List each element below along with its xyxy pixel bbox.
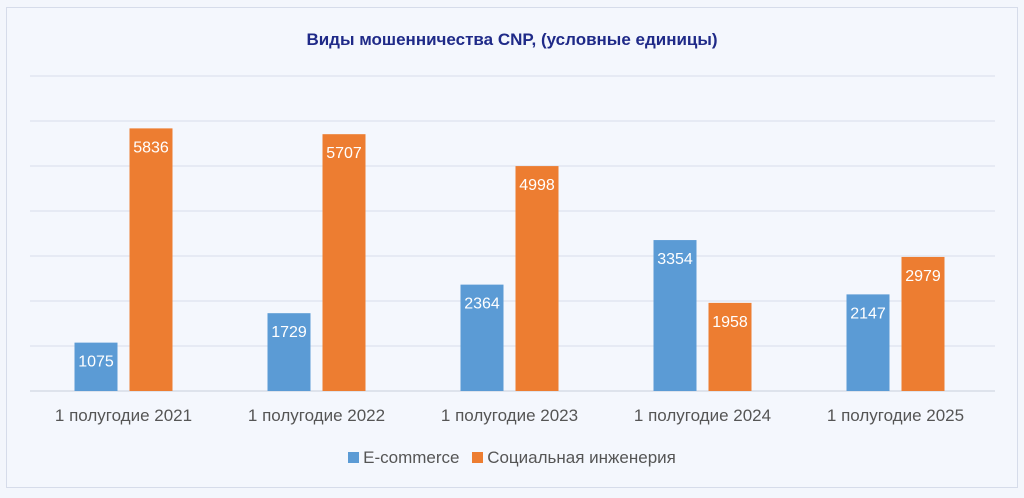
legend-item-social-engineering: Социальная инженерия — [472, 448, 676, 467]
legend-swatch-social-engineering — [472, 452, 484, 463]
data-label: 3354 — [657, 251, 693, 268]
bar — [460, 284, 504, 391]
legend-swatch-ecommerce — [348, 452, 360, 463]
bar — [901, 256, 945, 391]
x-tick-label: 1 полугодие 2024 — [634, 406, 771, 425]
x-tick-label: 1 полугодие 2023 — [441, 406, 578, 425]
data-label: 1958 — [712, 314, 748, 331]
bar — [515, 166, 559, 391]
bar — [129, 128, 173, 391]
legend-label: E-commerce — [363, 448, 460, 467]
bar — [267, 313, 311, 391]
data-label: 2364 — [464, 296, 500, 313]
legend: E-commerce Социальная инженерия — [0, 448, 1024, 468]
x-tick-label: 1 полугодие 2022 — [248, 406, 385, 425]
data-label: 2147 — [850, 305, 886, 322]
data-label: 1729 — [271, 324, 307, 341]
bar — [322, 134, 366, 391]
x-tick-label: 1 полугодие 2025 — [827, 406, 964, 425]
x-tick-label: 1 полугодие 2021 — [55, 406, 192, 425]
bar — [653, 240, 697, 391]
bar — [846, 294, 890, 391]
data-label: 4998 — [519, 177, 555, 194]
chart-frame — [6, 7, 1018, 488]
data-label: 5707 — [326, 145, 362, 162]
bar — [708, 302, 752, 391]
data-label: 1075 — [78, 354, 114, 371]
data-label: 2979 — [905, 268, 941, 285]
legend-item-ecommerce: E-commerce — [348, 448, 459, 467]
chart-title: Виды мошенничества CNP, (условные единиц… — [306, 30, 718, 49]
legend-label: Социальная инженерия — [487, 448, 676, 467]
data-label: 5836 — [133, 139, 169, 156]
bar — [74, 342, 118, 391]
